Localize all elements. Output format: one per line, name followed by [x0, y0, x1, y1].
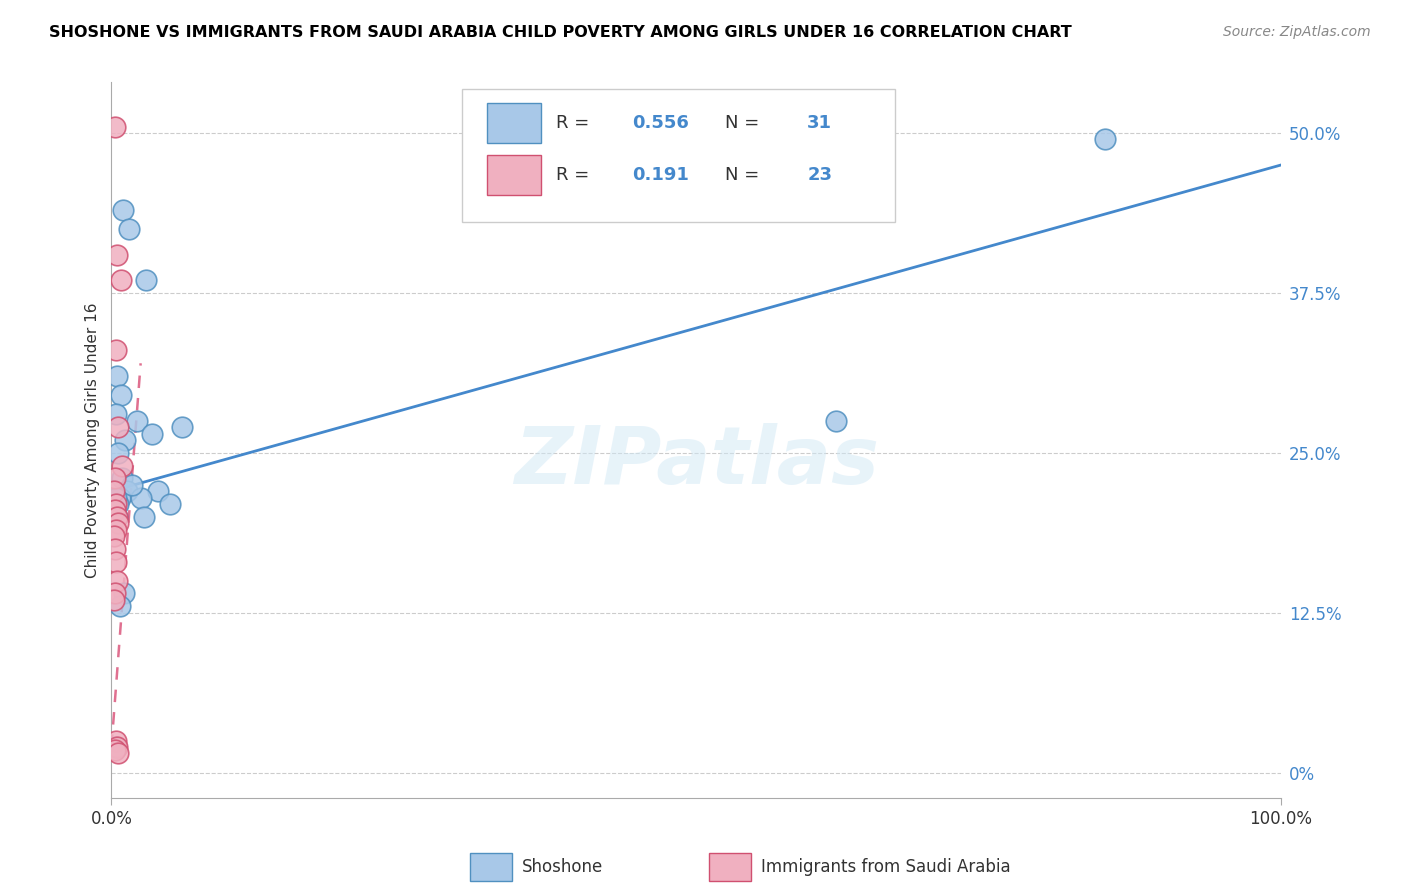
FancyBboxPatch shape: [486, 155, 540, 195]
Text: 31: 31: [807, 113, 832, 132]
Point: [112, 202, 135, 217]
Point: [108, 599, 131, 614]
Point: [111, 471, 134, 485]
Point: [105, 491, 128, 505]
FancyBboxPatch shape: [463, 89, 896, 221]
Text: 0.191: 0.191: [631, 166, 689, 184]
Point: [110, 388, 132, 402]
Point: [114, 433, 136, 447]
Point: [148, 484, 170, 499]
Point: [105, 497, 128, 511]
Text: ZIPatlas: ZIPatlas: [513, 423, 879, 500]
Point: [141, 426, 163, 441]
Text: Source: ZipAtlas.com: Source: ZipAtlas.com: [1223, 25, 1371, 39]
Point: [105, 247, 128, 261]
Point: [108, 491, 131, 505]
Point: [127, 414, 149, 428]
Point: [105, 523, 128, 537]
Point: [105, 509, 128, 524]
Point: [159, 497, 181, 511]
Point: [107, 446, 129, 460]
Point: [107, 747, 129, 761]
Point: [104, 742, 127, 756]
Text: N =: N =: [725, 113, 765, 132]
Text: N =: N =: [725, 166, 765, 184]
Point: [105, 739, 128, 754]
Point: [105, 555, 128, 569]
Point: [104, 586, 127, 600]
Point: [104, 503, 127, 517]
Y-axis label: Child Poverty Among Girls Under 16: Child Poverty Among Girls Under 16: [86, 302, 100, 578]
Text: 23: 23: [807, 166, 832, 184]
Point: [103, 484, 125, 499]
FancyBboxPatch shape: [486, 103, 540, 143]
Point: [121, 477, 143, 491]
Point: [105, 574, 128, 588]
Point: [118, 222, 141, 236]
Point: [135, 273, 157, 287]
Point: [103, 529, 125, 543]
Text: Shoshone: Shoshone: [522, 858, 603, 876]
Point: [110, 273, 132, 287]
Point: [105, 408, 128, 422]
Point: [107, 497, 129, 511]
Point: [105, 739, 128, 754]
Point: [105, 497, 128, 511]
Text: SHOSHONE VS IMMIGRANTS FROM SAUDI ARABIA CHILD POVERTY AMONG GIRLS UNDER 16 CORR: SHOSHONE VS IMMIGRANTS FROM SAUDI ARABIA…: [49, 25, 1071, 40]
Point: [825, 414, 848, 428]
Point: [112, 586, 135, 600]
Point: [107, 420, 129, 434]
Point: [104, 471, 127, 485]
Point: [104, 541, 127, 556]
Point: [134, 509, 156, 524]
Point: [129, 491, 152, 505]
Text: R =: R =: [555, 166, 595, 184]
Point: [107, 516, 129, 530]
Point: [1094, 132, 1116, 146]
Point: [103, 593, 125, 607]
Point: [105, 509, 128, 524]
Point: [115, 484, 138, 499]
Text: Immigrants from Saudi Arabia: Immigrants from Saudi Arabia: [761, 858, 1011, 876]
Point: [104, 503, 127, 517]
Point: [105, 343, 128, 358]
Point: [104, 503, 127, 517]
Point: [105, 733, 128, 747]
Text: 0.556: 0.556: [631, 113, 689, 132]
Point: [111, 458, 134, 473]
Point: [170, 420, 193, 434]
Point: [104, 120, 127, 134]
Point: [105, 509, 128, 524]
Text: R =: R =: [555, 113, 595, 132]
Point: [105, 369, 128, 384]
